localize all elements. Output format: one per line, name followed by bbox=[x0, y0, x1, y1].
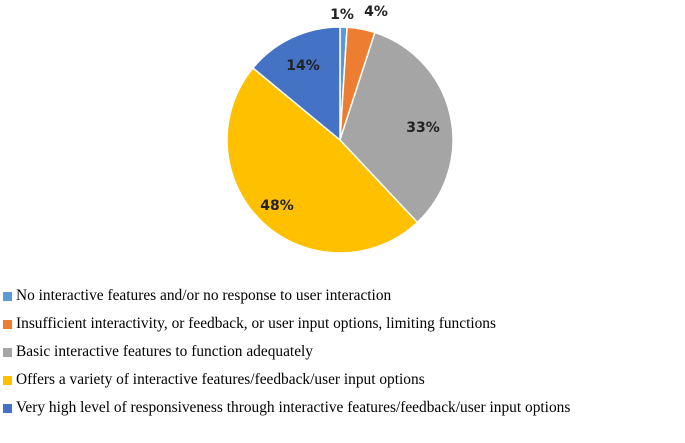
legend-item: Very high level of responsiveness throug… bbox=[0, 399, 685, 417]
slice-no-interactive-features-data-label: 1% bbox=[330, 7, 354, 23]
legend-label: No interactive features and/or no respon… bbox=[16, 287, 392, 304]
slice-variety-interactive-features bbox=[226, 66, 419, 254]
slice-very-high-responsiveness bbox=[251, 26, 341, 142]
legend-label: Insufficient interactivity, or feedback,… bbox=[16, 315, 496, 332]
slice-variety-interactive-features-data-label: 48% bbox=[260, 198, 294, 214]
legend-item: Insufficient interactivity, or feedback,… bbox=[0, 315, 685, 333]
legend-swatch bbox=[3, 291, 12, 301]
pie-data-labels: 1% 4% 33% 48% 14% bbox=[260, 4, 440, 214]
pie-chart: 1% 4% 33% 48% 14% bbox=[226, 4, 454, 254]
legend-swatch bbox=[3, 375, 12, 385]
legend-label: Basic interactive features to function a… bbox=[16, 343, 313, 360]
slice-basic-interactive-features-data-label: 33% bbox=[406, 120, 440, 136]
legend-item: Offers a variety of interactive features… bbox=[0, 371, 685, 389]
slice-very-high-responsiveness-data-label: 14% bbox=[286, 58, 320, 74]
slice-insufficient-interactivity-data-label: 4% bbox=[364, 4, 388, 20]
legend-item: Basic interactive features to function a… bbox=[0, 343, 685, 361]
pie-slices bbox=[226, 26, 454, 254]
legend-label: Very high level of responsiveness throug… bbox=[16, 399, 571, 416]
legend-swatch bbox=[3, 347, 12, 357]
legend-item: No interactive features and/or no respon… bbox=[0, 287, 685, 305]
legend-swatch bbox=[3, 319, 12, 329]
legend-swatch bbox=[3, 403, 12, 413]
slice-basic-interactive-features bbox=[339, 31, 454, 224]
legend-label: Offers a variety of interactive features… bbox=[16, 371, 425, 388]
chart-legend: No interactive features and/or no respon… bbox=[0, 287, 685, 427]
